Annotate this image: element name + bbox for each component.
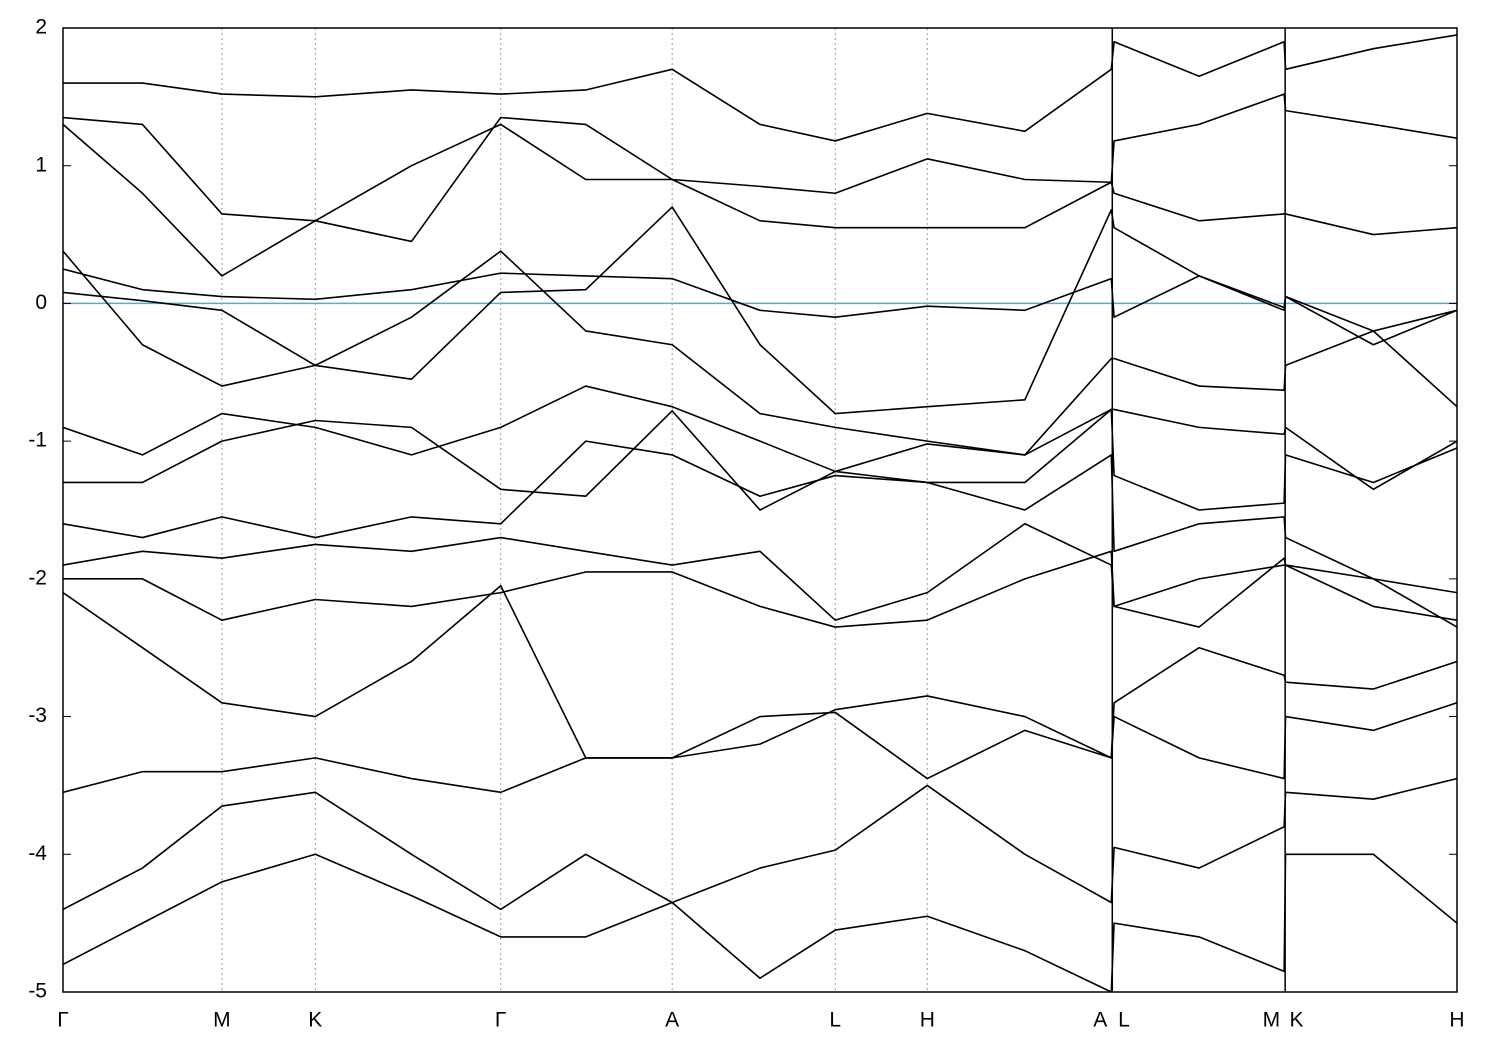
x-tick-label: Γ [495,1009,507,1032]
y-tick-label: -5 [28,980,47,1003]
band-line [63,34,1457,142]
band-line [63,408,1457,511]
band-line [63,777,1457,911]
y-tick-label: 2 [35,16,47,39]
plot-frame [62,27,1458,993]
band-line [63,250,1457,456]
x-tick-label: A [665,1009,679,1032]
x-tick-label: M [1263,1009,1281,1032]
y-tick-label: 0 [35,291,47,314]
band-line [63,702,1457,794]
x-tick-label: M [213,1009,231,1032]
bands-layer [63,34,1457,992]
x-tick-label: Γ [57,1009,69,1032]
x-tick-label: A [1093,1009,1107,1032]
band-line [63,268,1457,346]
y-tick-label: -2 [28,566,47,589]
y-tick-label: -1 [28,429,47,452]
band-line [63,584,1457,759]
band-line [63,123,1457,277]
y-tick-label: -3 [28,704,47,727]
x-tick-label: L [829,1009,841,1032]
band-line [63,853,1457,992]
band-line [63,93,1457,243]
x-tick-label: H [1449,1009,1464,1032]
y-tick-label: -4 [28,842,47,865]
band-line [63,522,1457,621]
x-tick-label: H [920,1009,935,1032]
band-line [63,550,1457,628]
grid-layer [63,28,1457,992]
band-line [63,206,1457,415]
x-tick-label: K [1290,1009,1304,1032]
x-tick-label: L [1118,1009,1130,1032]
x-tick-label: K [308,1009,322,1032]
y-tick-label: 1 [35,153,47,176]
band-line [63,385,1457,491]
band-line [63,440,1457,594]
